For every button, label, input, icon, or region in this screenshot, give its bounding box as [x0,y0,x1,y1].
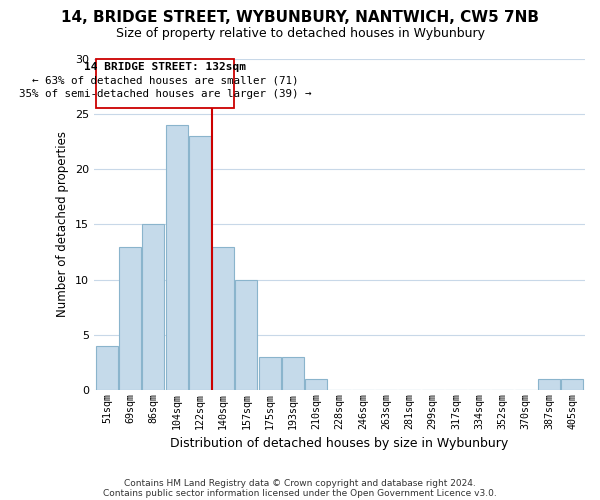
Text: 14, BRIDGE STREET, WYBUNBURY, NANTWICH, CW5 7NB: 14, BRIDGE STREET, WYBUNBURY, NANTWICH, … [61,10,539,25]
Bar [212,246,234,390]
Bar [282,357,304,390]
Text: 35% of semi-detached houses are larger (39) →: 35% of semi-detached houses are larger (… [19,90,311,100]
Bar [166,125,188,390]
Y-axis label: Number of detached properties: Number of detached properties [56,132,70,318]
FancyBboxPatch shape [97,59,233,108]
Bar [235,280,257,390]
Bar [561,379,583,390]
Text: Contains HM Land Registry data © Crown copyright and database right 2024.: Contains HM Land Registry data © Crown c… [124,478,476,488]
Bar [305,379,328,390]
Bar [189,136,211,390]
Bar [119,246,141,390]
Text: ← 63% of detached houses are smaller (71): ← 63% of detached houses are smaller (71… [32,76,298,86]
Text: Contains public sector information licensed under the Open Government Licence v3: Contains public sector information licen… [103,488,497,498]
Bar [259,357,281,390]
Bar [96,346,118,390]
Bar [142,224,164,390]
Text: 14 BRIDGE STREET: 132sqm: 14 BRIDGE STREET: 132sqm [84,62,246,72]
Bar [538,379,560,390]
Text: Size of property relative to detached houses in Wybunbury: Size of property relative to detached ho… [115,28,485,40]
X-axis label: Distribution of detached houses by size in Wybunbury: Distribution of detached houses by size … [170,437,509,450]
